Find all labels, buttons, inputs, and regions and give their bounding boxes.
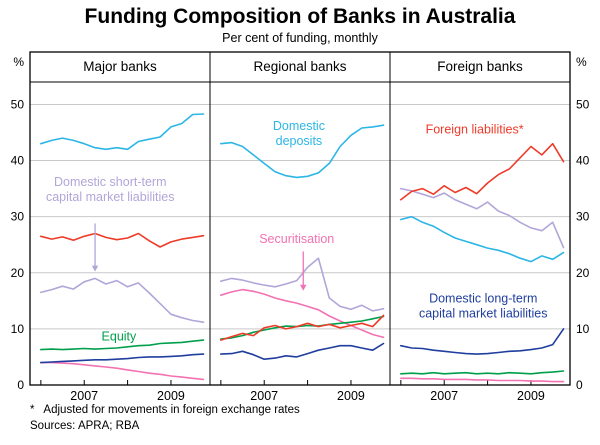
y-tick-label-right: 30 <box>576 210 590 224</box>
series-line-short_term <box>399 187 565 249</box>
series-line-long_term <box>399 328 565 355</box>
chart-title: Funding Composition of Banks in Australi… <box>84 5 516 28</box>
y-tick-label-left: 50 <box>11 97 25 111</box>
annotation-label: deposits <box>276 134 323 148</box>
x-tick-label: 2009 <box>157 389 185 403</box>
y-tick-label-left: 0 <box>17 378 24 392</box>
series-line-deposits <box>220 124 385 179</box>
annotation-label: capital market liabilities <box>419 307 548 321</box>
y-tick-label-right: 20 <box>576 266 590 280</box>
panel-title: Foreign banks <box>437 59 523 74</box>
y-axis-unit-right: % <box>576 55 587 69</box>
series-line-foreign <box>220 314 385 341</box>
plot-border <box>29 51 571 386</box>
y-tick-label-left: 40 <box>11 154 25 168</box>
series-line-short_term <box>220 257 385 312</box>
y-tick-label-left: 30 <box>11 210 25 224</box>
x-tick-label: 2009 <box>517 389 545 403</box>
annotation-arrowhead <box>91 265 99 272</box>
series-line-long_term <box>39 353 205 364</box>
y-tick-label-right: 10 <box>576 322 590 336</box>
series-line-deposits <box>39 113 205 151</box>
series-line-foreign <box>39 232 205 248</box>
series-line-short_term <box>39 277 205 324</box>
series-line-equity <box>39 339 205 351</box>
series-line-long_term <box>220 342 385 361</box>
annotation-label: Foreign liabilities* <box>426 123 524 137</box>
y-axis-unit-left: % <box>13 55 24 69</box>
panel-title: Major banks <box>83 59 157 74</box>
series-line-deposits <box>399 215 565 263</box>
series-line-securitisation <box>39 361 205 381</box>
x-tick-label: 2009 <box>337 389 365 403</box>
annotation-label: capital market liabilities <box>46 190 175 204</box>
chart-sources: Sources: APRA; RBA <box>30 420 140 432</box>
series-line-foreign <box>399 142 565 201</box>
chart-subtitle: Per cent of funding, monthly <box>222 31 378 45</box>
x-tick-label: 2007 <box>250 389 278 403</box>
y-tick-label-right: 40 <box>576 154 590 168</box>
series-line-equity <box>220 315 385 340</box>
annotation-arrowhead <box>300 284 307 291</box>
x-tick-label: 2007 <box>70 389 98 403</box>
panel-title: Regional banks <box>253 59 346 74</box>
chart-footnote: * Adjusted for movements in foreign exch… <box>30 404 300 416</box>
y-tick-label-left: 20 <box>11 266 25 280</box>
y-tick-label-right: 50 <box>576 97 590 111</box>
y-tick-label-left: 10 <box>11 322 25 336</box>
x-tick-label: 2007 <box>430 389 458 403</box>
annotation-label: Domestic short-term <box>54 175 167 189</box>
series-line-equity <box>399 370 565 375</box>
annotation-label: Securitisation <box>259 232 334 246</box>
y-tick-label-right: 0 <box>576 378 583 392</box>
annotation-label: Equity <box>102 330 137 344</box>
annotation-label: Domestic <box>273 119 325 133</box>
series-line-securitisation <box>399 377 565 383</box>
annotation-label: Domestic long-term <box>429 292 537 306</box>
series-line-securitisation <box>220 288 385 339</box>
